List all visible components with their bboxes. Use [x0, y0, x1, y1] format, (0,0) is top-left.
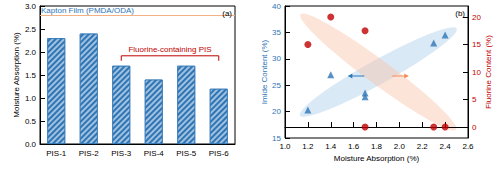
svg-text:Kapton Film (PMDA/ODA): Kapton Film (PMDA/ODA) — [41, 6, 134, 15]
svg-text:1.2: 1.2 — [302, 142, 314, 151]
svg-text:5: 5 — [472, 95, 477, 104]
svg-text:1.0: 1.0 — [25, 94, 37, 103]
svg-text:Fluorine-containing PIS: Fluorine-containing PIS — [128, 45, 211, 54]
svg-text:0.5: 0.5 — [25, 117, 37, 126]
svg-text:PIS-4: PIS-4 — [144, 149, 165, 158]
svg-text:2.5: 2.5 — [25, 25, 37, 34]
svg-text:1.0: 1.0 — [279, 142, 291, 151]
svg-text:25: 25 — [272, 81, 281, 90]
svg-text:Moisture Absorption (%): Moisture Absorption (%) — [334, 154, 420, 163]
svg-text:PIS-1: PIS-1 — [46, 149, 67, 158]
svg-text:1.8: 1.8 — [371, 142, 383, 151]
svg-text:1.5: 1.5 — [25, 71, 37, 80]
svg-text:PIS-2: PIS-2 — [79, 149, 100, 158]
svg-text:20: 20 — [272, 107, 281, 116]
svg-text:2.0: 2.0 — [25, 48, 37, 57]
svg-text:35: 35 — [272, 28, 281, 37]
svg-text:2.0: 2.0 — [394, 142, 406, 151]
svg-text:2.4: 2.4 — [440, 142, 452, 151]
svg-text:Moisture Absorption (%): Moisture Absorption (%) — [12, 32, 21, 118]
svg-text:2.2: 2.2 — [417, 142, 429, 151]
svg-text:2.6: 2.6 — [462, 142, 474, 151]
svg-text:0: 0 — [472, 123, 477, 132]
svg-text:3.0: 3.0 — [25, 2, 37, 11]
svg-text:20: 20 — [472, 13, 481, 22]
svg-text:Imide Content (%): Imide Content (%) — [260, 39, 269, 104]
svg-text:1.4: 1.4 — [325, 142, 337, 151]
svg-text:0.0: 0.0 — [25, 140, 37, 149]
svg-text:Fluorine Content (%): Fluorine Content (%) — [484, 35, 493, 109]
svg-text:PIS-3: PIS-3 — [111, 149, 132, 158]
svg-text:15: 15 — [472, 40, 481, 49]
svg-text:30: 30 — [272, 54, 281, 63]
svg-text:1.6: 1.6 — [348, 142, 360, 151]
svg-text:40: 40 — [272, 2, 281, 11]
svg-text:15: 15 — [272, 133, 281, 143]
svg-text:PIS-6: PIS-6 — [209, 149, 230, 158]
svg-text:(b): (b) — [455, 9, 465, 18]
svg-text:PIS-5: PIS-5 — [176, 149, 197, 158]
svg-text:10: 10 — [472, 68, 481, 77]
svg-text:(a): (a) — [222, 9, 232, 18]
